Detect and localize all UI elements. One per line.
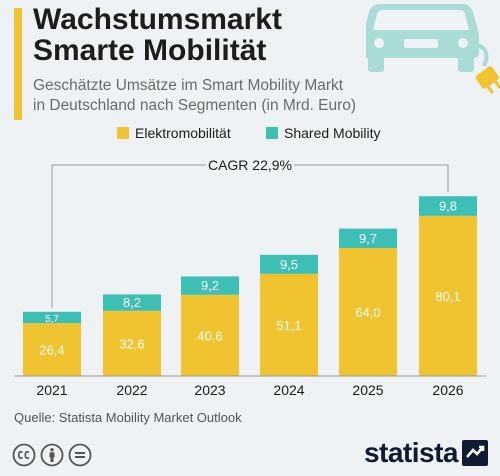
bar-shared-mobility	[181, 276, 239, 295]
x-tick-label: 2024	[273, 382, 304, 398]
bar-elektromobilitaet	[260, 273, 318, 376]
subtitle-line-1: Geschätzte Umsätze im Smart Mobility Mar…	[33, 77, 344, 94]
bar-shared-mobility	[339, 228, 397, 248]
data-label-shared-mobility: 9,2	[201, 278, 219, 293]
brand-name: statista	[363, 437, 459, 468]
data-label-shared-mobility: 9,7	[359, 231, 377, 246]
bar-elektromobilitaet	[181, 294, 239, 376]
data-label-elektromobilitaet: 64,0	[355, 305, 380, 320]
data-label-shared-mobility: 8,2	[123, 295, 141, 310]
bar-shared-mobility	[260, 254, 318, 274]
cagr-annotation: CAGR 22,9%	[208, 157, 292, 173]
data-label-elektromobilitaet: 51,1	[276, 318, 301, 333]
bar-shared-mobility	[419, 196, 477, 216]
cc-icon	[12, 443, 36, 467]
legend-label-electro: Elektromobilität	[135, 125, 231, 141]
x-tick-label: 2025	[352, 382, 383, 398]
legend-swatch-shared	[266, 127, 278, 139]
accent-bar	[14, 8, 22, 120]
legend-item-shared: Shared Mobility	[266, 125, 381, 141]
bar-shared-mobility	[23, 311, 81, 324]
attribution-icon	[40, 443, 64, 467]
bar-shared-mobility	[103, 294, 161, 311]
legend-swatch-electro	[117, 127, 129, 139]
no-derivatives-icon	[68, 443, 92, 467]
subtitle-line-2: in Deutschland nach Segmenten (in Mrd. E…	[33, 97, 357, 114]
electric-car-icon	[366, 4, 500, 95]
data-label-shared-mobility: 9,5	[280, 257, 298, 272]
statista-logo-icon	[462, 440, 488, 466]
legend-item-electro: Elektromobilität	[117, 125, 231, 141]
bar-elektromobilitaet	[419, 215, 477, 376]
subtitle: Geschätzte Umsätze im Smart Mobility Mar…	[33, 76, 356, 116]
data-label-elektromobilitaet: 32,6	[119, 336, 144, 351]
license-icons	[12, 443, 92, 467]
bar-elektromobilitaet	[23, 323, 81, 376]
title-line-2: Smarte Mobilität	[33, 34, 267, 67]
data-label-shared-mobility: 5,7	[45, 314, 59, 325]
brand: statista	[364, 438, 488, 468]
cagr-label-bg	[206, 155, 294, 175]
x-tick-label: 2023	[194, 382, 225, 398]
bar-elektromobilitaet	[103, 310, 161, 376]
x-tick-label: 2022	[116, 382, 147, 398]
data-label-elektromobilitaet: 80,1	[435, 289, 460, 304]
data-label-shared-mobility: 9,8	[439, 199, 457, 214]
legend-label-shared: Shared Mobility	[284, 125, 381, 141]
data-label-elektromobilitaet: 26,4	[39, 343, 64, 358]
page-title: Wachstumsmarkt Smarte Mobilität	[33, 4, 282, 66]
x-tick-label: 2021	[36, 382, 67, 398]
bar-elektromobilitaet	[339, 248, 397, 376]
title-line-1: Wachstumsmarkt	[33, 3, 282, 36]
source-note: Quelle: Statista Mobility Market Outlook	[14, 410, 242, 425]
data-label-elektromobilitaet: 40,6	[197, 328, 222, 343]
x-tick-label: 2026	[432, 382, 463, 398]
